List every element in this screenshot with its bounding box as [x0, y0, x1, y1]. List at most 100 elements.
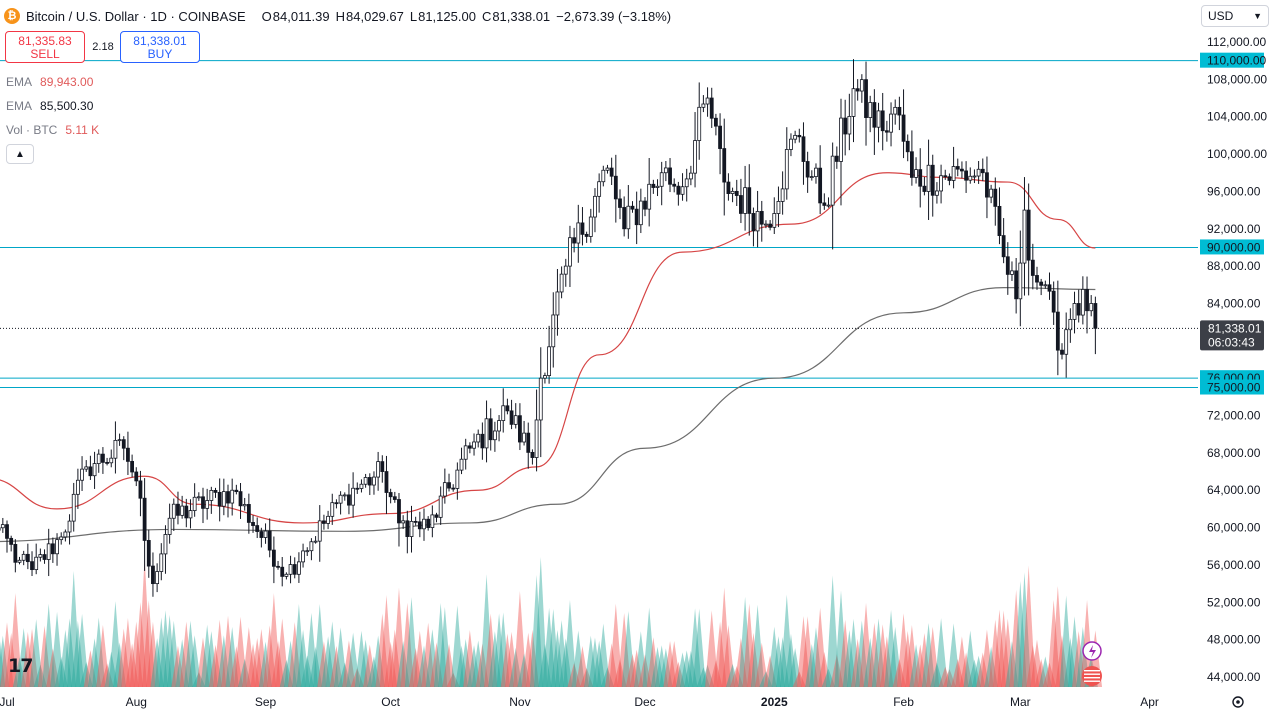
y-tick-label: 92,000.00 — [1207, 222, 1261, 236]
candle — [392, 491, 397, 503]
volume-mark — [279, 659, 294, 687]
volume-mark — [12, 657, 27, 687]
candle — [580, 207, 585, 246]
candle — [659, 161, 664, 206]
candle — [818, 145, 823, 215]
gear-icon[interactable] — [1232, 696, 1244, 708]
volume-mark — [579, 667, 594, 687]
candle — [430, 505, 435, 538]
candle — [388, 488, 393, 504]
volume-mark — [446, 672, 460, 687]
candle — [780, 171, 785, 215]
volume-mark — [592, 640, 606, 687]
symbol-title[interactable]: Bitcoin / U.S. Dollar · 1D · COINBASE — [26, 8, 246, 24]
candle — [613, 154, 618, 223]
volume-mark — [321, 636, 335, 687]
volume-mark — [646, 637, 661, 687]
candle — [121, 436, 126, 461]
volume-mark — [817, 651, 831, 687]
candle — [709, 87, 714, 128]
candle — [176, 491, 180, 525]
candle — [655, 179, 660, 197]
candle — [922, 176, 927, 196]
candle — [422, 508, 426, 541]
indicator-value: 85,500.30 — [40, 99, 94, 113]
volume-mark — [625, 653, 640, 687]
candle — [1089, 295, 1094, 317]
change-value: −2,673.39 (−3.18%) — [556, 8, 672, 24]
collapse-indicators-button[interactable]: ▲ — [6, 144, 34, 164]
volume-mark — [62, 618, 77, 687]
candle — [0, 517, 5, 533]
candle — [643, 197, 647, 217]
volume-mark — [721, 625, 736, 687]
volume-mark — [275, 618, 289, 687]
candle — [5, 520, 9, 553]
volume-mark — [600, 667, 615, 687]
volume-mark — [800, 616, 815, 687]
candle — [376, 451, 381, 491]
candle — [1051, 281, 1056, 325]
volume-mark — [346, 632, 360, 687]
candle — [551, 292, 556, 368]
last-price-badge — [1200, 320, 1264, 351]
volume-mark — [442, 643, 456, 687]
indicator-volume[interactable]: Vol · BTC 5.11 K — [6, 123, 99, 137]
candle — [847, 93, 852, 151]
candle — [234, 484, 239, 495]
volume-mark — [884, 609, 898, 687]
candle — [1072, 291, 1077, 334]
candle — [101, 447, 105, 474]
sell-button[interactable]: 81,335.83 SELL — [5, 31, 85, 63]
candle — [901, 89, 906, 159]
volume-mark — [325, 621, 339, 687]
candle — [271, 536, 276, 584]
low-value: 81,125.00 — [418, 8, 476, 24]
volume-mark — [1042, 662, 1057, 687]
volume-mark — [50, 611, 64, 687]
volume-mark — [459, 639, 473, 687]
volume-mark — [951, 659, 965, 687]
volume-mark — [175, 639, 189, 687]
candle — [701, 95, 706, 113]
volume-mark — [550, 629, 565, 687]
candle — [634, 191, 639, 245]
candle — [21, 550, 26, 566]
candle — [822, 193, 827, 210]
volume-mark — [421, 622, 435, 687]
buy-button[interactable]: 81,338.01 BUY — [120, 31, 200, 63]
candle — [693, 112, 697, 188]
candle — [601, 165, 606, 187]
candle — [50, 537, 55, 563]
chevron-down-icon: ▼ — [1253, 11, 1262, 21]
volume-mark — [292, 603, 306, 687]
candle — [497, 415, 501, 442]
volume-mark — [150, 638, 164, 687]
candle — [593, 188, 597, 233]
candle — [380, 455, 385, 483]
volume-mark — [821, 668, 836, 687]
candle — [518, 403, 522, 451]
candle — [246, 493, 251, 534]
currency-select[interactable]: USD ▼ — [1201, 5, 1269, 27]
volume-mark — [379, 595, 394, 687]
candle — [680, 173, 685, 201]
level-label: 75,000.00 — [1207, 381, 1261, 395]
volume-mark — [629, 649, 644, 687]
volume-mark — [730, 665, 744, 687]
candle — [876, 102, 881, 143]
indicator-ema-fast[interactable]: EMA 89,943.00 — [6, 75, 93, 89]
volume-mark — [988, 619, 1002, 687]
volume-mark — [179, 621, 193, 687]
volume-mark — [367, 656, 381, 687]
candle — [472, 433, 476, 456]
volume-mark — [980, 629, 994, 687]
candle — [155, 563, 160, 593]
indicator-ema-slow[interactable]: EMA 85,500.30 — [6, 99, 93, 113]
volume-mark — [1001, 618, 1015, 687]
volume-mark — [504, 631, 519, 687]
candle — [684, 168, 689, 202]
candle — [163, 525, 168, 574]
x-tick-label: Mar — [1010, 695, 1031, 709]
